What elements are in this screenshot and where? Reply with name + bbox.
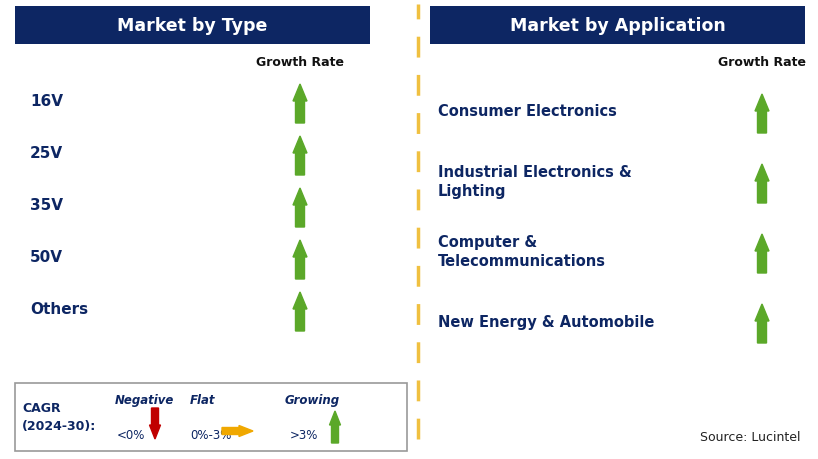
FancyArrow shape [755,235,769,274]
FancyArrow shape [330,411,340,443]
Text: Consumer Electronics: Consumer Electronics [438,104,617,119]
Text: <0%: <0% [117,429,146,442]
Text: Source: Lucintel: Source: Lucintel [699,431,800,443]
Text: CAGR
(2024-30):: CAGR (2024-30): [22,402,97,432]
Text: Growing: Growing [285,394,340,407]
Text: Market by Type: Market by Type [117,17,267,35]
Bar [430,7,805,45]
Text: New Energy & Automobile: New Energy & Automobile [438,314,654,329]
FancyArrow shape [293,137,307,176]
Text: Market by Application: Market by Application [510,17,726,35]
Text: 0%-3%: 0%-3% [190,429,231,442]
Text: Others: Others [30,302,88,317]
FancyArrow shape [755,165,769,203]
Text: Computer &
Telecommunications: Computer & Telecommunications [438,235,606,268]
Text: 50V: 50V [30,250,63,265]
Text: Flat: Flat [190,394,215,407]
FancyArrow shape [293,85,307,124]
Text: 35V: 35V [30,198,63,213]
Text: Growth Rate: Growth Rate [718,56,806,69]
FancyArrow shape [293,189,307,228]
Text: >3%: >3% [290,429,318,442]
Text: Industrial Electronics &
Lighting: Industrial Electronics & Lighting [438,165,631,198]
Text: 25V: 25V [30,146,63,161]
FancyArrow shape [293,241,307,280]
FancyArrow shape [293,292,307,331]
Text: Growth Rate: Growth Rate [256,56,344,69]
Bar [15,7,370,45]
FancyArrow shape [222,425,253,437]
FancyArrow shape [150,408,160,439]
Bar [15,383,407,451]
Text: 16V: 16V [30,94,63,109]
FancyArrow shape [755,95,769,134]
Text: Negative: Negative [115,394,174,407]
FancyArrow shape [755,304,769,343]
